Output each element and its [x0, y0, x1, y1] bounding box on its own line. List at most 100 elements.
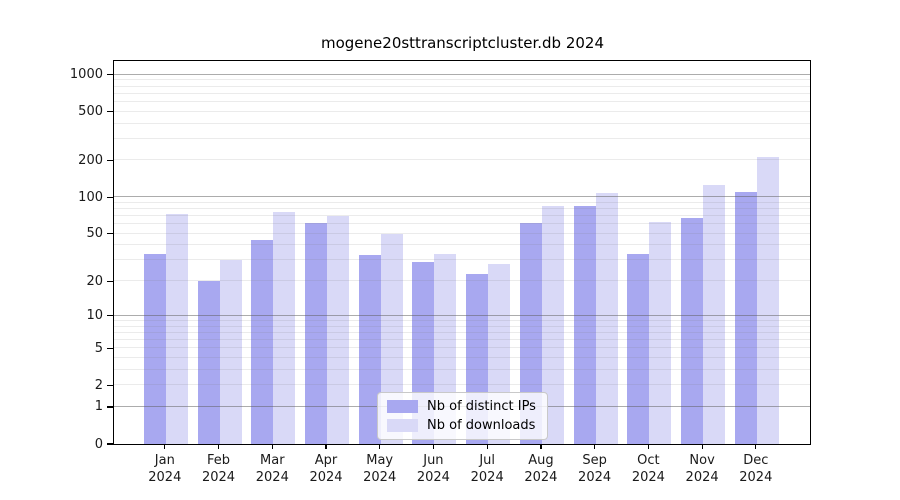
y-tick-label-1: 1: [94, 399, 103, 415]
x-tick-label-nov: Nov 2024: [685, 452, 719, 486]
bar-downloads-nov: [703, 185, 726, 444]
x-tick-label-may: May 2024: [363, 452, 397, 486]
y-tick-2: [107, 384, 113, 386]
gridline-minor-50: [114, 232, 810, 234]
bar-distinct-ips-aug: [519, 222, 542, 444]
gridline-minor-4: [114, 356, 810, 358]
gridline-minor-600: [114, 100, 810, 102]
gridline-minor-300: [114, 137, 810, 139]
plot-area: Nb of distinct IPs Nb of downloads: [113, 60, 811, 445]
gridline-minor-9: [114, 319, 810, 321]
y-tick-label-0: 0: [94, 436, 103, 452]
bar-distinct-ips-sep: [573, 206, 596, 444]
y-tick-10: [107, 315, 113, 317]
x-tick-jul: [486, 444, 488, 450]
x-tick-sep: [594, 444, 596, 450]
gridline-major-100: [114, 196, 810, 198]
x-tick-label-jan: Jan 2024: [148, 452, 182, 486]
y-tick-1: [107, 406, 113, 408]
gridline-minor-2: [114, 384, 810, 386]
x-tick-label-feb: Feb 2024: [201, 452, 236, 486]
gridlines-layer: [114, 61, 810, 444]
x-tick-label-sep: Sep 2024: [578, 452, 612, 486]
y-tick-200: [107, 159, 113, 161]
legend-item-distinct-ips: Nb of distinct IPs: [387, 400, 536, 413]
bar-downloads-sep: [595, 193, 618, 444]
x-tick-label-dec: Dec 2024: [739, 452, 773, 486]
y-tick-1000: [107, 73, 113, 76]
gridline-minor-20: [114, 280, 810, 282]
bar-downloads-feb: [219, 260, 242, 444]
gridline-major-10: [114, 314, 810, 316]
legend: Nb of distinct IPs Nb of downloads: [377, 392, 548, 440]
x-tick-label-jun: Jun 2024: [416, 452, 450, 486]
gridline-minor-500: [114, 110, 810, 112]
downloads-swatch-icon: [387, 419, 418, 432]
gridline-minor-90: [114, 201, 810, 203]
x-tick-label-aug: Aug 2024: [524, 452, 558, 486]
y-tick-label-500: 500: [78, 104, 103, 120]
x-tick-jan: [164, 444, 166, 450]
gridline-minor-6: [114, 338, 810, 340]
x-tick-feb: [217, 444, 220, 450]
bar-distinct-ips-nov: [681, 218, 704, 444]
gridline-minor-60: [114, 223, 810, 225]
bar-distinct-ips-mar: [251, 240, 274, 444]
bar-distinct-ips-feb: [197, 281, 220, 444]
gridline-minor-5: [114, 347, 810, 349]
chart-title: mogene20sttranscriptcluster.db 2024: [321, 34, 604, 52]
x-tick-may: [379, 444, 381, 450]
x-tick-label-mar: Mar 2024: [255, 452, 289, 486]
bar-downloads-apr: [327, 216, 349, 444]
gridline-minor-80: [114, 208, 810, 209]
x-tick-oct: [647, 444, 650, 450]
x-tick-label-jul: Jul 2024: [470, 452, 504, 486]
x-axis: Jan 2024 Feb 2024 Mar 2024 Apr 2024 May 2024…: [113, 444, 809, 497]
gridline-minor-3: [114, 368, 810, 370]
bar-distinct-ips-apr: [305, 222, 327, 444]
y-tick-label-50: 50: [86, 226, 103, 242]
y-tick-label-20: 20: [86, 273, 103, 289]
gridline-minor-700: [114, 92, 810, 94]
gridline-major-1000: [114, 73, 810, 75]
y-tick-label-10: 10: [86, 308, 103, 324]
y-tick-label-200: 200: [78, 152, 103, 168]
gridline-minor-200: [114, 159, 810, 161]
gridline-minor-8: [114, 325, 810, 327]
bar-downloads-aug: [541, 206, 564, 444]
y-tick-label-100: 100: [78, 189, 103, 205]
x-tick-label-oct: Oct 2024: [631, 452, 665, 486]
x-tick-aug: [540, 444, 542, 450]
bar-distinct-ips-oct: [627, 253, 650, 444]
y-tick-20: [107, 280, 113, 282]
y-tick-0: [107, 443, 113, 445]
bar-distinct-ips-dec: [734, 192, 757, 444]
gridline-minor-400: [114, 122, 810, 124]
y-tick-label-1000: 1000: [69, 67, 103, 83]
x-tick-jun: [432, 444, 435, 450]
gridline-minor-70: [114, 215, 810, 217]
x-tick-dec: [755, 444, 757, 450]
legend-label-distinct-ips: Nb of distinct IPs: [427, 399, 536, 414]
legend-item-downloads: Nb of downloads: [387, 419, 536, 432]
gridline-minor-800: [114, 85, 810, 87]
bar-downloads-jan: [165, 213, 188, 444]
gridline-minor-40: [114, 244, 810, 246]
bar-downloads-dec: [756, 157, 779, 444]
x-tick-label-apr: Apr 2024: [309, 452, 343, 486]
distinct-ips-swatch-icon: [387, 400, 418, 413]
y-tick-50: [107, 233, 113, 235]
x-tick-mar: [271, 444, 273, 450]
y-tick-100: [107, 196, 113, 198]
bar-distinct-ips-may: [358, 255, 381, 444]
gridline-minor-7: [114, 331, 810, 333]
bar-downloads-may: [380, 233, 403, 444]
gridline-minor-30: [114, 259, 810, 261]
bar-distinct-ips-jan: [143, 253, 166, 444]
bar-downloads-oct: [649, 221, 672, 444]
y-tick-label-2: 2: [94, 377, 103, 393]
gridline-minor-900: [114, 79, 810, 81]
x-tick-nov: [701, 444, 703, 450]
y-tick-label-5: 5: [94, 340, 103, 356]
